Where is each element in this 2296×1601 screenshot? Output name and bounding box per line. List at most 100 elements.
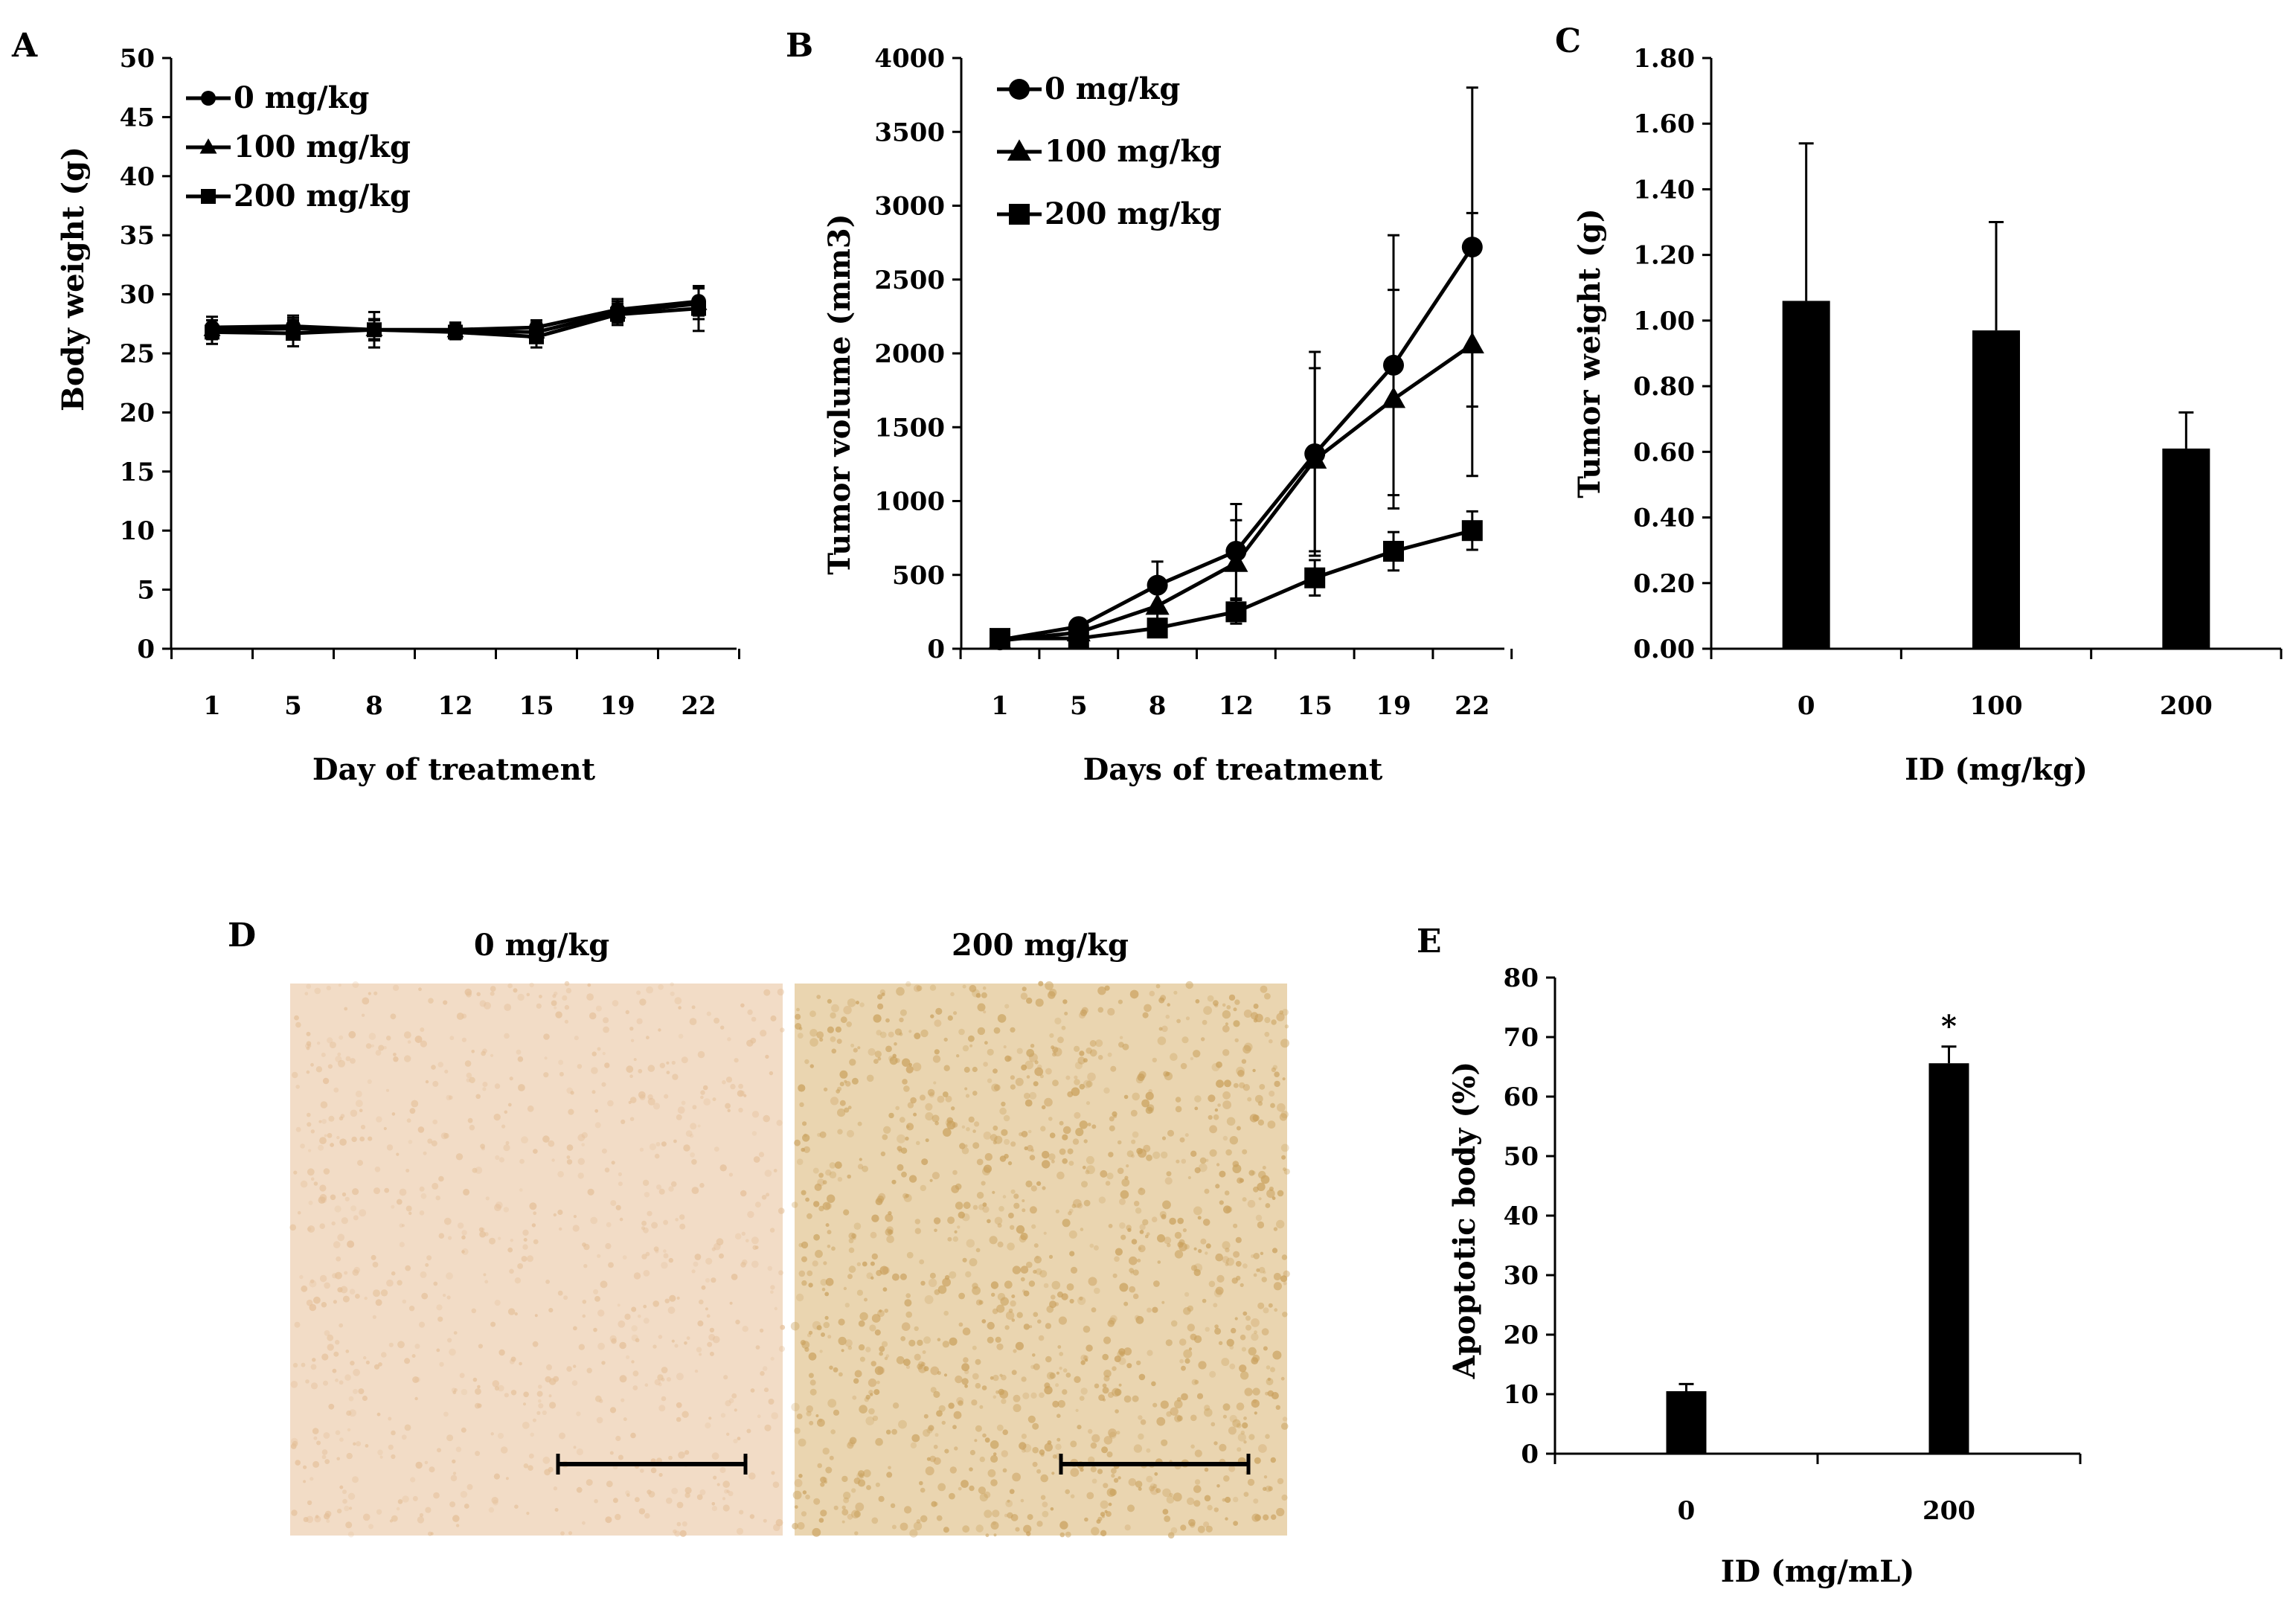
tissue-cell xyxy=(992,1190,995,1194)
tissue-cell xyxy=(1158,1027,1163,1031)
tissue-cell xyxy=(425,1262,429,1267)
tissue-cell xyxy=(633,1272,641,1280)
tissue-cell xyxy=(885,1213,894,1222)
tissue-cell xyxy=(1074,1079,1080,1085)
y-tick-label: 1.80 xyxy=(1633,44,1695,74)
tissue-cell xyxy=(1221,1358,1230,1367)
y-tick-label: 0 xyxy=(927,635,945,664)
tissue-cell xyxy=(969,1467,973,1472)
tissue-cell xyxy=(1276,1013,1285,1021)
tissue-cell xyxy=(796,1158,804,1165)
tissue-cell xyxy=(668,1257,673,1263)
tissue-cell xyxy=(564,981,570,986)
tissue-cell xyxy=(1276,1507,1285,1517)
tissue-cell xyxy=(658,984,664,990)
tissue-cell xyxy=(955,1183,962,1190)
tissue-cell xyxy=(605,1516,612,1524)
panel-letter-a: A xyxy=(11,27,38,65)
tissue-cell xyxy=(1128,1478,1137,1486)
tissue-cell xyxy=(491,1497,498,1504)
tissue-cell xyxy=(857,1470,865,1478)
tissue-cell xyxy=(731,1393,737,1399)
tissue-cell xyxy=(396,1507,400,1511)
tissue-cell xyxy=(408,1140,413,1144)
tissue-cell xyxy=(353,1388,358,1394)
tissue-cell xyxy=(979,1405,984,1409)
tissue-cell xyxy=(1143,1144,1151,1152)
tissue-cell xyxy=(807,1270,813,1277)
tissue-cell xyxy=(879,1265,889,1275)
tissue-cell xyxy=(1045,1068,1052,1075)
tissue-cell xyxy=(443,1000,448,1005)
tissue-cell xyxy=(644,1512,650,1519)
tissue-cell xyxy=(703,1098,711,1106)
tissue-cell xyxy=(630,1432,636,1439)
tissue-cell xyxy=(1065,1489,1070,1495)
tissue-cell xyxy=(368,1524,373,1530)
tissue-cell xyxy=(747,1210,754,1219)
tissue-cell xyxy=(1209,1125,1217,1134)
tissue-cell xyxy=(685,1130,693,1137)
tissue-cell xyxy=(1020,992,1028,1000)
tissue-cell xyxy=(818,1172,824,1178)
data-point xyxy=(529,329,544,344)
tissue-cell xyxy=(1110,1065,1117,1072)
tissue-cell xyxy=(577,1064,583,1069)
tissue-cell xyxy=(816,1031,824,1039)
tissue-cell xyxy=(362,997,370,1005)
tissue-cell xyxy=(675,1218,679,1222)
tissue-cell xyxy=(318,1120,322,1123)
tissue-cell xyxy=(1062,1134,1068,1140)
tissue-cell xyxy=(1254,1457,1261,1464)
tissue-cell xyxy=(798,1270,806,1277)
tissue-cell xyxy=(1052,1052,1056,1057)
tissue-cell xyxy=(979,1456,986,1463)
tissue-cell xyxy=(1093,1245,1099,1251)
tissue-cell xyxy=(1237,1447,1242,1452)
tissue-cell xyxy=(851,1077,859,1085)
tissue-cell xyxy=(1132,1269,1139,1276)
tissue-cell xyxy=(1080,1354,1088,1361)
tissue-cell xyxy=(324,1510,332,1518)
tissue-cell xyxy=(1277,1103,1286,1112)
tissue-cell xyxy=(327,1132,333,1138)
tissue-cell xyxy=(1179,1242,1187,1251)
tissue-cell xyxy=(504,1393,509,1398)
tissue-cell xyxy=(1127,1504,1135,1512)
tissue-cell xyxy=(414,1036,423,1043)
tissue-cell xyxy=(958,1322,963,1327)
data-point xyxy=(448,324,463,340)
tissue-cell xyxy=(376,1412,381,1416)
tissue-cell xyxy=(853,1478,861,1484)
tissue-cell xyxy=(1223,1475,1230,1482)
tissue-cell xyxy=(1282,1077,1286,1081)
tissue-cell xyxy=(894,1028,902,1036)
tissue-cell xyxy=(1181,1365,1186,1371)
tissue-cell xyxy=(639,998,647,1006)
tissue-cell xyxy=(1035,1268,1042,1275)
tissue-cell xyxy=(799,1102,804,1108)
tissue-cell xyxy=(857,1046,861,1050)
tissue-cell xyxy=(446,1295,451,1300)
tissue-cell xyxy=(581,1132,588,1138)
tissue-cell xyxy=(837,1177,843,1182)
tissue-cell xyxy=(916,985,923,992)
tissue-cell xyxy=(847,1106,852,1110)
tissue-cell xyxy=(1139,1187,1143,1191)
tissue-cell xyxy=(653,1246,659,1252)
tissue-cell xyxy=(319,1274,327,1283)
tissue-cell xyxy=(612,1498,618,1504)
tissue-cell xyxy=(319,1137,327,1144)
tissue-cell xyxy=(408,1211,412,1216)
tissue-cell xyxy=(342,1498,347,1504)
tissue-cell xyxy=(1225,1022,1228,1026)
tissue-cell xyxy=(808,1283,813,1288)
tissue-cell xyxy=(1257,1101,1263,1106)
tissue-cell xyxy=(469,1077,475,1084)
tissue-cell xyxy=(461,1250,465,1254)
tissue-cell xyxy=(1019,1235,1027,1243)
tissue-cell xyxy=(888,1031,894,1038)
tissue-cell xyxy=(1083,1058,1088,1063)
tissue-cell xyxy=(1208,1280,1216,1288)
tissue-cell xyxy=(705,1257,713,1265)
